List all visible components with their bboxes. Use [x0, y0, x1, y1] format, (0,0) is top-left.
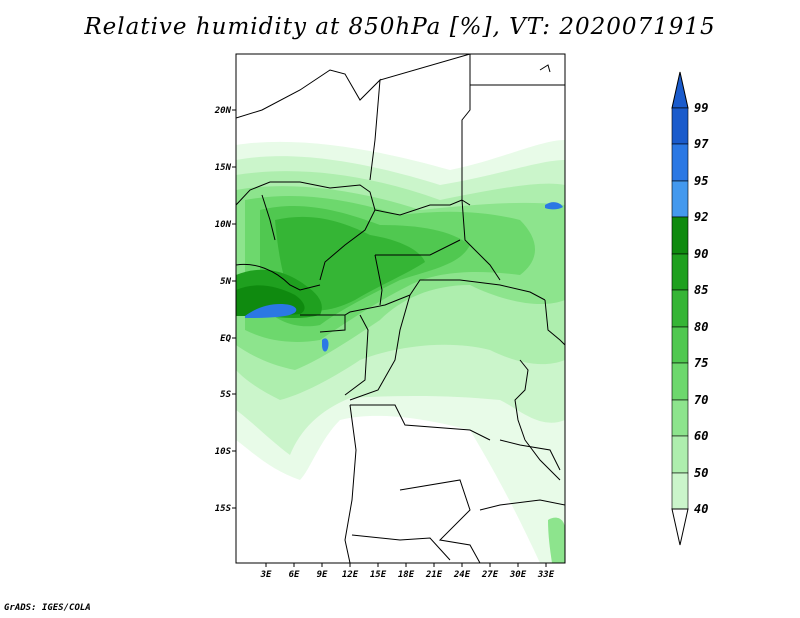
lon-tick-label: 24E — [453, 570, 471, 580]
colorbar-top-arrow — [671, 71, 689, 109]
colorbar-segment — [671, 435, 689, 474]
colorbar-label: 60 — [694, 429, 708, 443]
colorbar-bottom-arrow — [671, 508, 689, 546]
lat-tick-label: 20N — [214, 106, 232, 116]
lat-tick-label: 10S — [215, 447, 232, 457]
colorbar-segment — [671, 399, 689, 437]
colorbar-label: 85 — [694, 283, 708, 297]
colorbar-segment — [671, 289, 689, 328]
axis-ticks — [232, 109, 547, 567]
lon-tick-label: 30E — [509, 570, 527, 580]
colorbar-segment — [671, 216, 689, 255]
lat-tick-label: 10N — [215, 220, 232, 230]
lat-tick-label: 15S — [215, 504, 232, 514]
colorbar-label: 92 — [694, 210, 708, 224]
colorbar-segment — [671, 107, 689, 145]
colorbar-segment — [671, 362, 689, 401]
lon-tick-label: 21E — [425, 570, 443, 580]
colorbar-label: 75 — [694, 356, 708, 370]
colorbar: 99 97 95 92 90 85 80 75 70 60 50 40 — [671, 71, 709, 546]
colorbar-label: 90 — [694, 247, 708, 261]
colorbar-segment — [671, 253, 689, 291]
lon-tick-label: 12E — [342, 570, 359, 580]
colorbar-segment — [671, 143, 689, 182]
lat-tick-label: 5S — [220, 390, 231, 400]
map-frame — [235, 53, 566, 564]
colorbar-segment — [671, 180, 689, 218]
lon-tick-label: 15E — [370, 570, 387, 580]
colorbar-label: 95 — [694, 174, 708, 188]
map-title: Relative humidity at 850hPa [%], VT: 202… — [84, 14, 716, 40]
country-borders — [236, 54, 565, 563]
lat-tick-label: 5N — [220, 277, 231, 287]
lon-tick-label: 9E — [317, 570, 328, 580]
latitude-labels: 20N 15N 10N 5N EQ 5S 10S 15S — [214, 106, 232, 514]
longitude-labels: 3E 6E 9E 12E 15E 18E 21E 24E 27E 30E 33E — [260, 570, 555, 580]
colorbar-label: 80 — [694, 320, 708, 334]
colorbar-segment — [671, 326, 689, 364]
lon-tick-label: 27E — [481, 570, 499, 580]
lon-tick-label: 18E — [398, 570, 415, 580]
humidity-field — [236, 140, 565, 563]
lon-tick-label: 33E — [537, 570, 555, 580]
lon-tick-label: 3E — [260, 570, 272, 580]
credit-text: GrADS: IGES/COLA — [4, 603, 91, 613]
lat-tick-label: EQ — [220, 334, 231, 344]
lon-tick-label: 6E — [289, 570, 300, 580]
colorbar-label: 50 — [694, 466, 708, 480]
colorbar-label: 70 — [694, 393, 708, 407]
colorbar-label: 40 — [694, 502, 708, 516]
colorbar-label: 99 — [694, 101, 708, 115]
colorbar-label: 97 — [694, 137, 709, 151]
lat-tick-label: 15N — [215, 163, 232, 173]
colorbar-segment — [671, 472, 689, 510]
